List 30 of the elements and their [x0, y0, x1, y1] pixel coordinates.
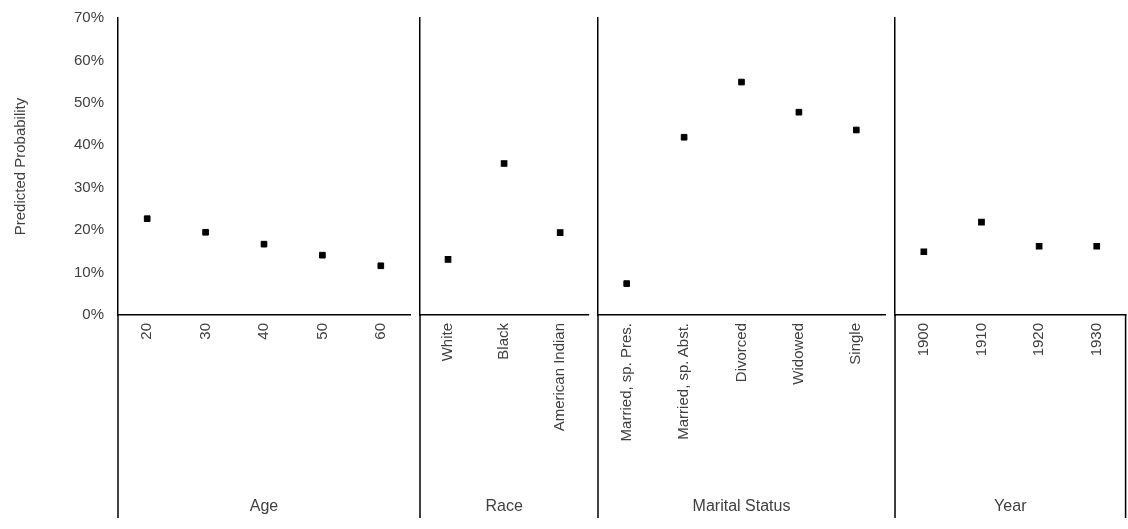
x-tick-label: Married, sp. Pres. — [617, 323, 635, 442]
y-tick-label: 20% — [73, 220, 104, 238]
x-tick-label: 20 — [137, 323, 155, 340]
x-axis-title: Year — [994, 496, 1028, 514]
x-axis-title: Age — [249, 496, 279, 514]
x-tick-label: 1930 — [1087, 323, 1105, 357]
x-tick-label: Widowed — [789, 323, 807, 385]
x-tick-label: 1910 — [971, 323, 989, 357]
x-tick-label: 30 — [195, 323, 213, 340]
y-tick-label: 70% — [73, 8, 104, 26]
x-tick-label: American Indian — [550, 323, 568, 432]
y-tick-label: 10% — [73, 262, 104, 280]
y-tick-label: 50% — [73, 93, 104, 110]
x-tick-label: Divorced — [731, 323, 749, 383]
x-axis-title: Race — [485, 496, 523, 514]
x-tick-label: 40 — [254, 323, 272, 340]
y-tick-label: 40% — [73, 135, 104, 153]
x-tick-label: Black — [494, 322, 512, 360]
x-tick-label: 60 — [370, 323, 388, 340]
y-tick-label: 30% — [73, 177, 104, 195]
x-tick-label: 50 — [312, 323, 330, 340]
y-tick-label: 60% — [73, 50, 104, 68]
x-tick-label: 1920 — [1029, 323, 1047, 357]
x-axis-title: Marital Status — [692, 496, 791, 514]
x-tick-label: Single — [846, 323, 864, 365]
x-tick-label: White — [438, 323, 456, 362]
x-tick-label: Married, sp. Abst. — [674, 323, 692, 440]
x-tick-label: 1900 — [914, 323, 932, 357]
y-axis-title: Predicted Probability — [11, 97, 29, 236]
y-tick-label: 0% — [82, 305, 104, 323]
